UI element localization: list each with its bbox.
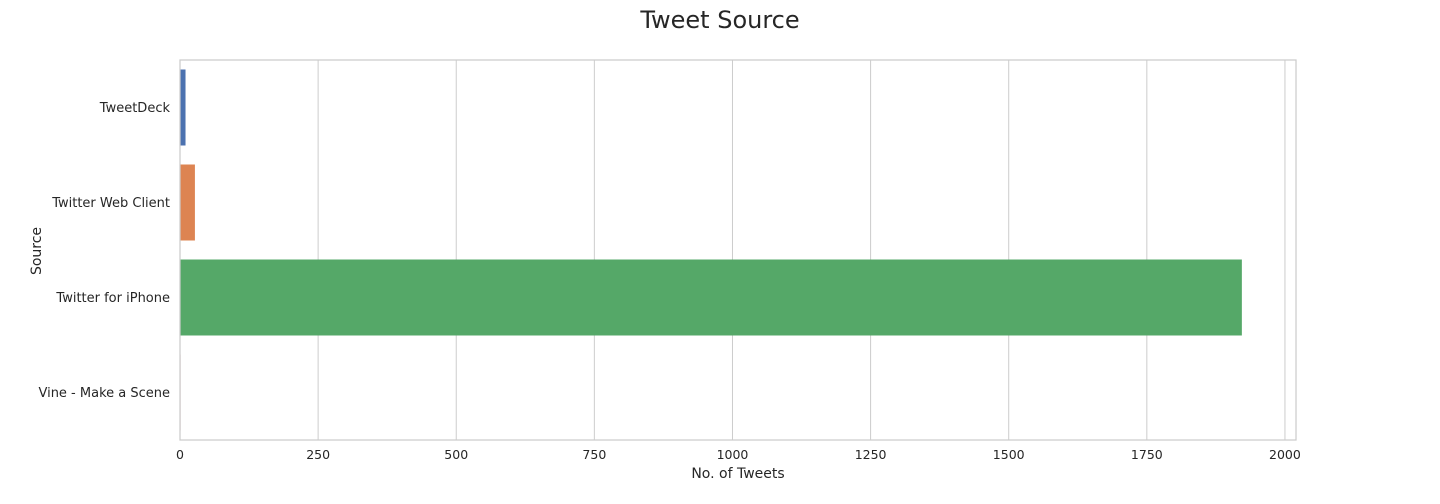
chart-title: Tweet Source [639,6,799,34]
x-tick-label: 1000 [717,447,749,462]
bar [180,164,195,241]
y-category-label: Vine - Make a Scene [38,386,170,401]
x-tick-label: 1500 [993,447,1025,462]
y-axis-label: Source [29,227,45,275]
x-axis-label: No. of Tweets [691,466,784,482]
x-tick-label: 0 [176,447,184,462]
grid-lines [179,60,1286,440]
x-tick-label: 250 [306,447,330,462]
y-category-label: Twitter for iPhone [55,291,170,306]
y-category-label: TweetDeck [99,101,171,116]
x-tick-label: 1750 [1131,447,1163,462]
bars [180,69,1242,431]
y-category-labels: TweetDeck Twitter Web Client Twitter for i… [38,101,170,401]
plot-frame [179,59,1297,441]
x-tick-labels: 0 250 500 750 1000 1250 1500 1750 2000 [176,447,1301,462]
bar [180,69,186,146]
x-tick-label: 500 [444,447,468,462]
x-tick-label: 750 [582,447,606,462]
x-tick-label: 2000 [1269,447,1301,462]
bar [180,259,1242,336]
x-tick-label: 1250 [855,447,887,462]
y-category-label: Twitter Web Client [51,196,170,211]
